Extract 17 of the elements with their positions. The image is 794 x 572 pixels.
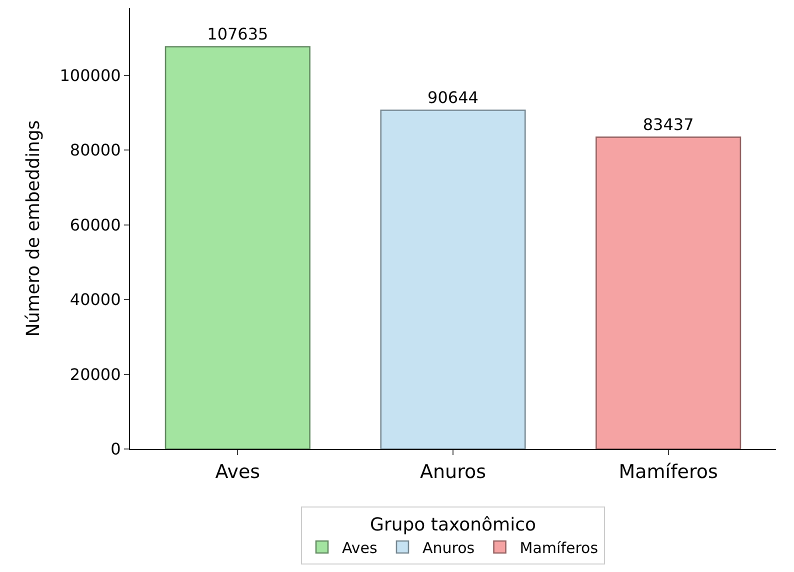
- x-tick-label: Anuros: [420, 460, 486, 483]
- y-tick-label: 100000: [60, 66, 121, 85]
- data-label: 107635: [207, 24, 268, 44]
- x-tick-label: Aves: [215, 460, 260, 483]
- data-label: 83437: [642, 115, 694, 134]
- legend-label: Mamíferos: [520, 538, 598, 557]
- legend-label: Anuros: [422, 538, 475, 557]
- legend-label: Aves: [342, 538, 378, 557]
- y-tick-label: 40000: [70, 290, 121, 310]
- legend-title: Grupo taxonômico: [370, 514, 536, 536]
- y-tick-label: 80000: [70, 140, 121, 160]
- x-tick-label: Mamíferos: [618, 460, 718, 483]
- y-tick-label: 0: [110, 440, 121, 459]
- y-tick-label: 20000: [70, 364, 121, 384]
- y-tick-label: 60000: [70, 215, 121, 234]
- data-label: 90644: [428, 88, 478, 108]
- y-axis-title: Número de embeddings: [22, 120, 44, 337]
